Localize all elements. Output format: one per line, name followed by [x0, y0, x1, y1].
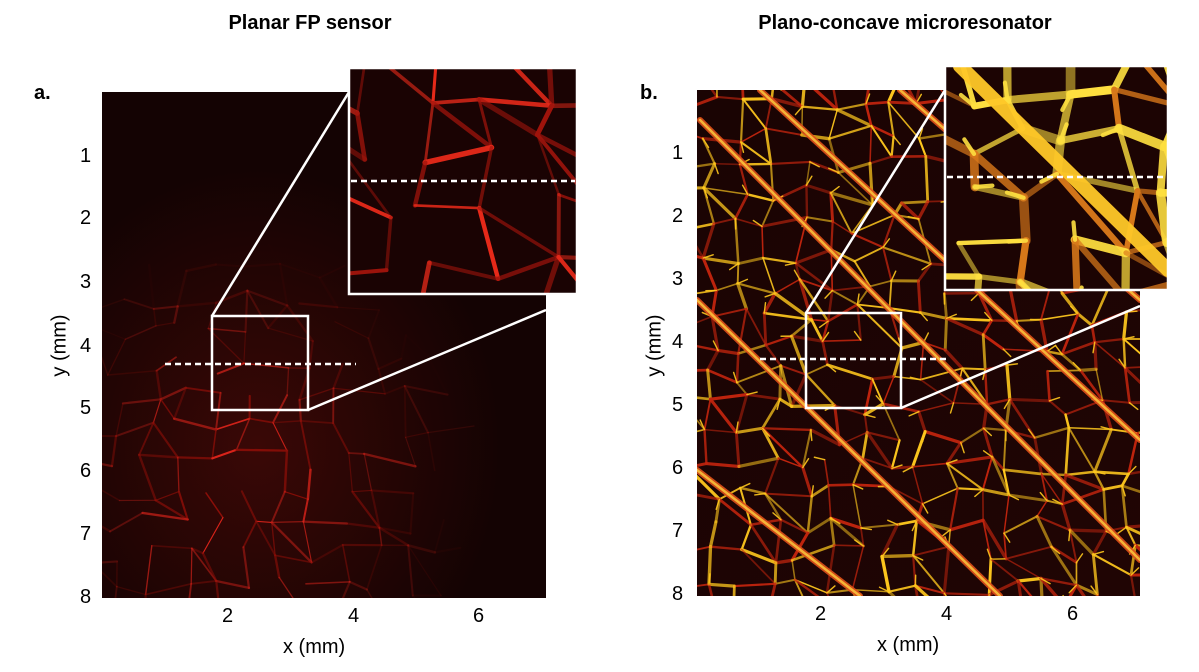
- panel-a-xtick-2: 2: [222, 605, 234, 627]
- panel-a-title: Planar FP sensor: [228, 12, 392, 34]
- panel-b-ytick-8: 8: [672, 583, 684, 605]
- panel-a-inset: [347, 66, 579, 296]
- panel-a-label: a.: [34, 82, 51, 104]
- panel-b-ylabel: y (mm): [643, 314, 666, 377]
- panel-a-ytick-8: 8: [80, 586, 92, 608]
- panel-a-ytick-5: 5: [80, 397, 92, 419]
- panel-a-ytick-2: 2: [80, 207, 92, 229]
- panel-b-ytick-5: 5: [672, 394, 684, 416]
- panel-b-title: Plano-concave microresonator: [758, 12, 1052, 34]
- panel-b-ytick-4: 4: [672, 331, 684, 353]
- panel-b-ytick-1: 1: [672, 142, 684, 164]
- panel-a-ytick-4: 4: [80, 335, 92, 357]
- panel-a-xtick-4: 4: [348, 605, 360, 627]
- panel-a-ylabel: y (mm): [48, 314, 71, 377]
- panel-b-ytick-3: 3: [672, 268, 684, 290]
- panel-b-label: b.: [640, 82, 658, 104]
- panel-b-xlabel: x (mm): [877, 634, 940, 656]
- panel-a-ytick-3: 3: [80, 271, 92, 293]
- panel-a-xtick-6: 6: [473, 605, 485, 627]
- panel-a-zoom: [165, 91, 547, 412]
- panel-b-xtick-4: 4: [941, 603, 953, 625]
- panel-b-xtick-6: 6: [1067, 603, 1079, 625]
- panel-a-ytick-6: 6: [80, 460, 92, 482]
- panel-b-inset: [943, 64, 1170, 292]
- panel-a-ytick-7: 7: [80, 523, 92, 545]
- panel-b-ytick-2: 2: [672, 205, 684, 227]
- panel-b-xtick-2: 2: [815, 603, 827, 625]
- panel-a-ytick-1: 1: [80, 145, 92, 167]
- panel-a-vessels: [102, 262, 475, 598]
- panel-a-xlabel: x (mm): [283, 636, 346, 658]
- panel-b-roi-box: [804, 311, 903, 410]
- panel-b-ytick-6: 6: [672, 457, 684, 479]
- panel-b-ytick-7: 7: [672, 520, 684, 542]
- panel-b-zoom: [760, 89, 1141, 410]
